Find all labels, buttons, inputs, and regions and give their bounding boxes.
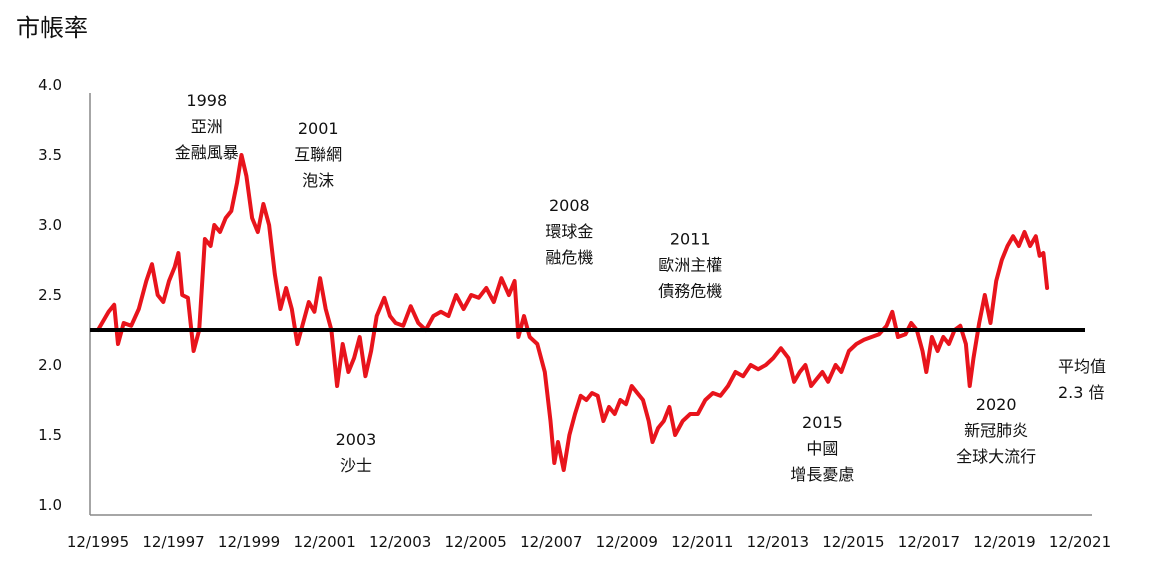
annotation-line: 亞洲 <box>191 117 223 136</box>
x-tick-label: 12/2017 <box>898 533 960 551</box>
annotation-line: 債務危機 <box>658 282 722 301</box>
x-tick-label: 12/1997 <box>142 533 204 551</box>
series-line <box>96 153 1050 472</box>
chart-title: 市帳率 <box>16 14 88 42</box>
annotation-line: 沙士 <box>340 456 372 475</box>
annotation-line: 1998 <box>186 91 227 110</box>
average-layer: 平均值 2.3 倍 <box>90 328 1106 402</box>
annotation-line: 泡沫 <box>302 171 334 190</box>
x-tick-labels: 12/1995 12/1997 12/1999 12/2001 12/2003 12/20… <box>67 533 1111 551</box>
y-tick-label: 4.0 <box>38 76 62 94</box>
annotation-line: 全球大流行 <box>956 447 1036 466</box>
annotation-line: 2020 <box>976 395 1017 414</box>
x-tick-label: 12/2019 <box>973 533 1035 551</box>
x-tick-label: 12/2005 <box>445 533 507 551</box>
annotation-line: 2003 <box>336 430 377 449</box>
y-tick-label: 3.5 <box>38 146 62 164</box>
annotation-line: 2015 <box>802 413 843 432</box>
annotation-line: 2011 <box>670 230 711 249</box>
annotation-line: 金融風暴 <box>175 143 239 162</box>
y-tick-label: 2.5 <box>38 286 62 304</box>
y-tick-label: 2.0 <box>38 356 62 374</box>
x-tick-label: 12/2021 <box>1049 533 1111 551</box>
series-layer <box>96 153 1050 472</box>
annotation-line: 環球金 <box>545 222 593 241</box>
x-tick-label: 12/2015 <box>822 533 884 551</box>
annotation-line: 互聯網 <box>294 145 342 164</box>
y-tick-label: 1.5 <box>38 426 62 444</box>
annotation-line: 融危機 <box>545 248 593 267</box>
annotation-line: 新冠肺炎 <box>964 421 1028 440</box>
x-tick-label: 12/2001 <box>293 533 355 551</box>
annotation-line: 增長憂慮 <box>790 465 854 484</box>
x-tick-label: 12/1995 <box>67 533 129 551</box>
x-tick-label: 12/2007 <box>520 533 582 551</box>
x-tick-label: 12/2011 <box>671 533 733 551</box>
y-tick-labels: 4.0 3.5 3.0 2.5 2.0 1.5 1.0 <box>38 76 62 514</box>
x-tick-label: 12/2009 <box>596 533 658 551</box>
y-tick-label: 1.0 <box>38 496 62 514</box>
x-tick-label: 12/2013 <box>747 533 809 551</box>
average-label: 平均值 <box>1058 357 1106 376</box>
annotation: 2003 沙士 <box>336 430 377 475</box>
annotation-line: 2008 <box>549 196 590 215</box>
annotation-line: 2001 <box>298 119 339 138</box>
annotation-line: 歐洲主權 <box>658 256 722 275</box>
x-tick-label: 12/2003 <box>369 533 431 551</box>
annotation-line: 中國 <box>806 439 838 458</box>
y-tick-label: 3.0 <box>38 216 62 234</box>
x-tick-label: 12/1999 <box>218 533 280 551</box>
average-label: 2.3 倍 <box>1058 383 1105 402</box>
